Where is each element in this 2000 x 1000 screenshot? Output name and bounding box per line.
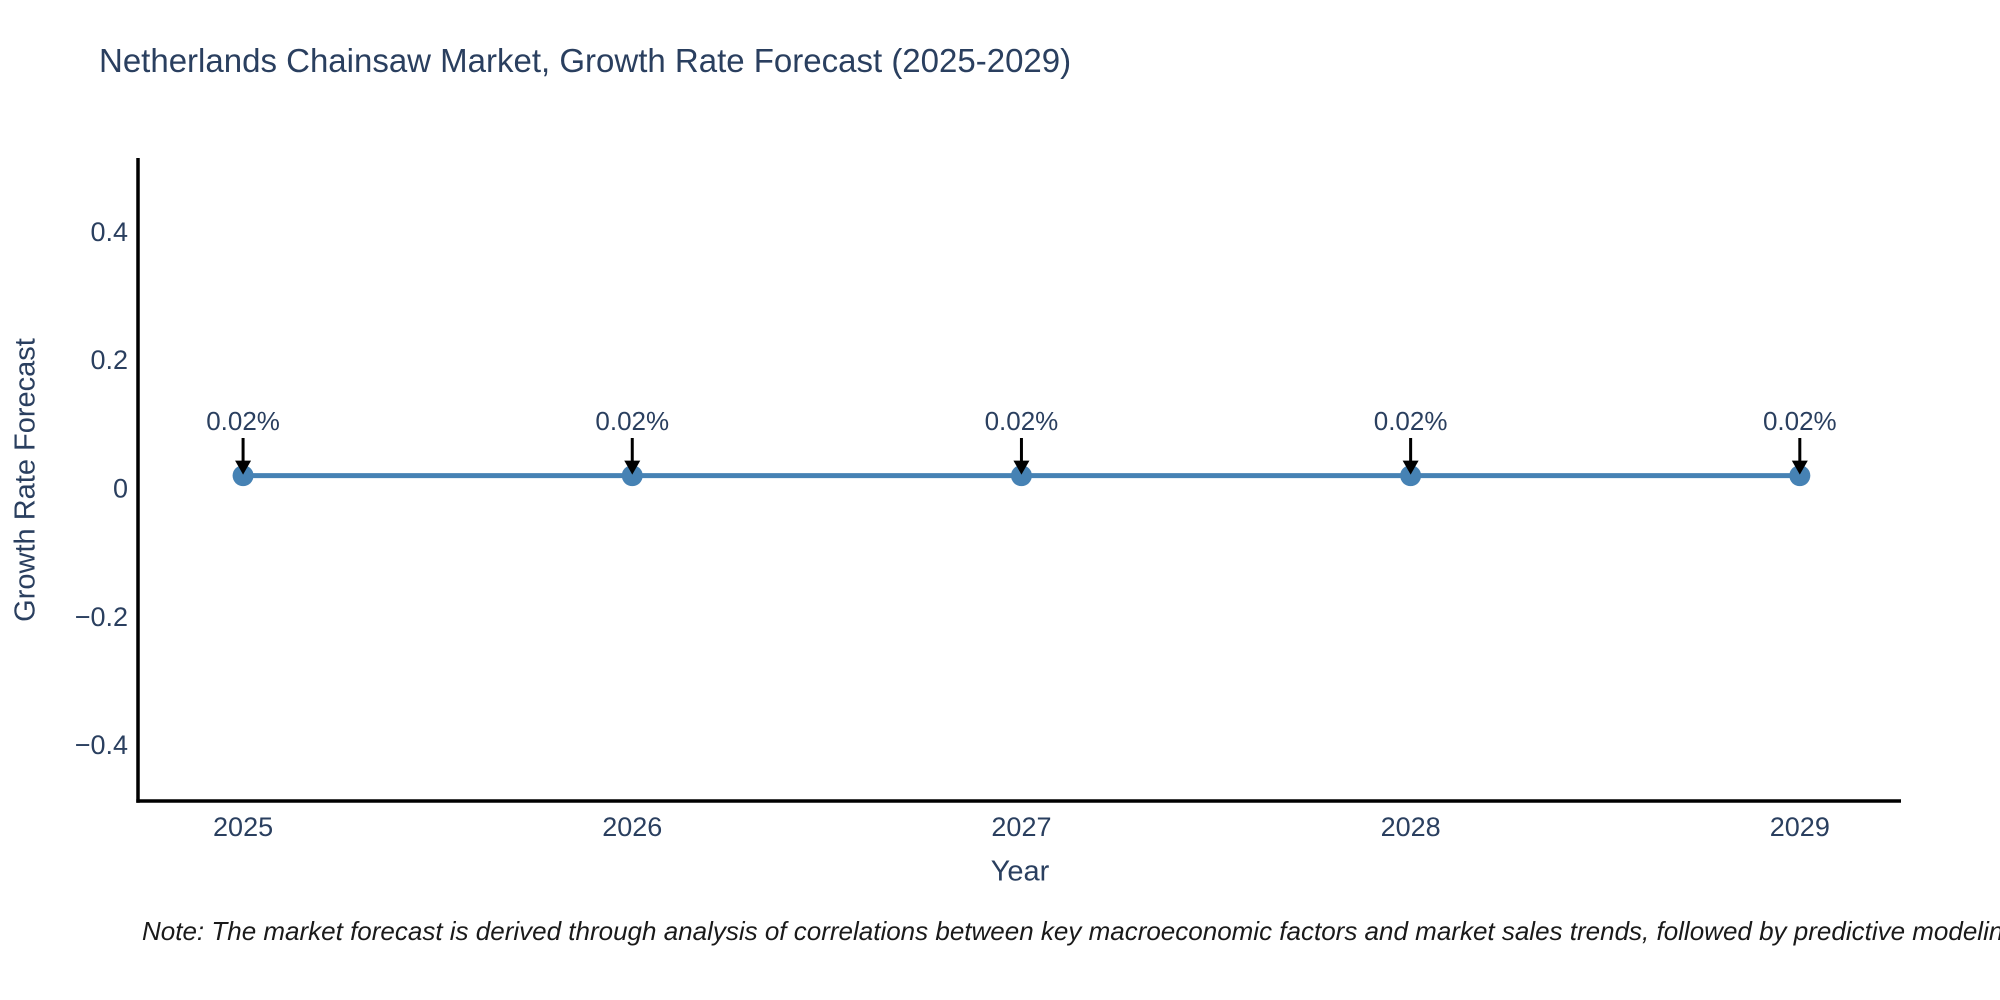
x-tick-label: 2028 xyxy=(1381,812,1441,842)
annotation-arrowhead xyxy=(1402,460,1419,475)
annotation-arrowhead xyxy=(624,460,641,475)
y-tick-label: −0.4 xyxy=(75,730,128,760)
footnote: Note: The market forecast is derived thr… xyxy=(142,916,2000,946)
chart-title: Netherlands Chainsaw Market, Growth Rate… xyxy=(99,42,1072,79)
y-tick-label: −0.2 xyxy=(75,602,128,632)
point-annotation-label: 0.02% xyxy=(206,406,280,436)
x-tick-label: 2026 xyxy=(602,812,662,842)
data-point-marker[interactable] xyxy=(621,465,643,487)
x-tick-label: 2025 xyxy=(213,812,273,842)
y-tick-label: 0.2 xyxy=(90,345,128,375)
data-point-marker[interactable] xyxy=(1010,465,1032,487)
y-tick-label: 0 xyxy=(113,473,128,503)
x-tick-label: 2029 xyxy=(1770,812,1830,842)
annotation-arrowhead xyxy=(1013,460,1030,475)
y-tick-label: 0.4 xyxy=(90,217,128,247)
annotation-arrowhead xyxy=(1791,460,1808,475)
x-tick-label: 2027 xyxy=(991,812,1051,842)
data-point-marker[interactable] xyxy=(232,465,254,487)
annotation-arrowhead xyxy=(235,460,252,475)
point-annotation-label: 0.02% xyxy=(595,406,669,436)
point-annotation-label: 0.02% xyxy=(1374,406,1448,436)
point-annotation-label: 0.02% xyxy=(1763,406,1837,436)
data-point-marker[interactable] xyxy=(1400,465,1422,487)
point-annotation-label: 0.02% xyxy=(985,406,1059,436)
x-axis-title: Year xyxy=(990,855,1050,888)
data-point-marker[interactable] xyxy=(1789,465,1811,487)
